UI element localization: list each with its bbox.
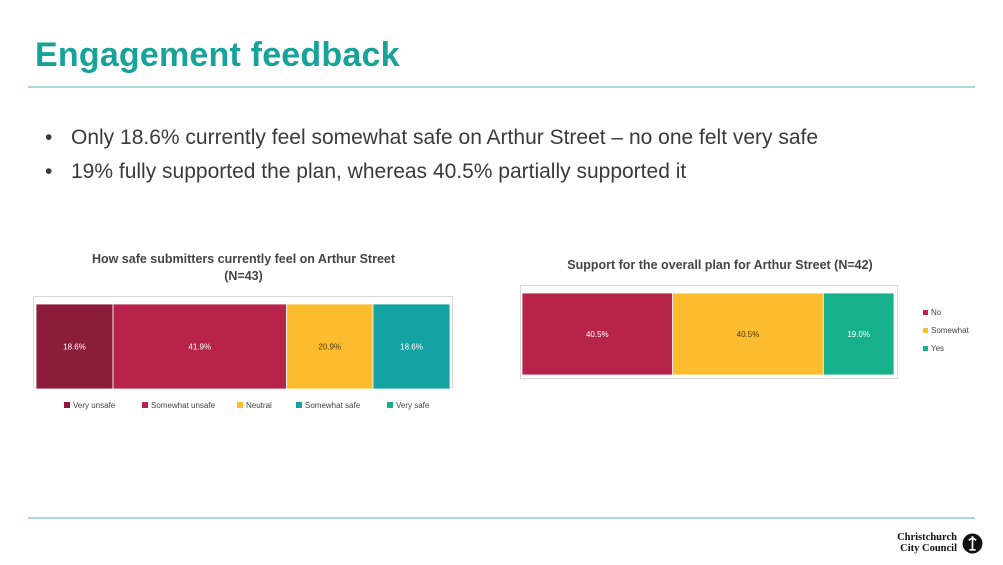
slide-title: Engagement feedback: [35, 36, 400, 74]
chart1-title-line2: (N=43): [224, 269, 263, 283]
chart2-title-line1: Support for the overall plan for Arthur …: [567, 258, 873, 272]
data-label: 18.6%: [63, 343, 86, 352]
legend-swatch: [296, 402, 302, 408]
legend-swatch: [387, 402, 393, 408]
bar-segment: [35, 303, 114, 390]
data-label: 18.6%: [400, 343, 423, 352]
chart2-frame: [520, 285, 898, 379]
chart1-title-line1: How safe submitters currently feel on Ar…: [91, 252, 396, 266]
chart1-title: How safe submitters currently feel on Ar…: [36, 251, 451, 285]
bar-segment: [521, 292, 674, 376]
legend-swatch: [923, 328, 928, 333]
legend-label: No: [931, 308, 942, 317]
legend-swatch: [142, 402, 148, 408]
legend-label: Neutral: [246, 401, 272, 410]
data-label: 40.5%: [737, 330, 760, 339]
legend-swatch: [923, 310, 928, 315]
legend-label: Very unsafe: [73, 401, 116, 410]
bullet-item: Only 18.6% currently feel somewhat safe …: [45, 121, 818, 155]
legend-label: Somewhat safe: [305, 401, 361, 410]
legend-swatch: [237, 402, 243, 408]
bullet-list: Only 18.6% currently feel somewhat safe …: [45, 121, 818, 189]
legend-label: Very safe: [396, 401, 430, 410]
title-divider: [28, 86, 975, 88]
bar-segment: [822, 292, 895, 376]
chart2-svg: 40.5% 40.5% 19.0% No Somewhat Yes: [521, 292, 970, 376]
bar-segment: [112, 303, 287, 390]
logo-text: Christchurch City Council: [897, 532, 957, 554]
data-label: 41.9%: [188, 343, 211, 352]
bullet-item: 19% fully supported the plan, whereas 40…: [45, 155, 818, 189]
christchurch-logo-icon: [962, 533, 983, 554]
chart2-title: Support for the overall plan for Arthur …: [520, 257, 920, 274]
data-label: 20.9%: [318, 343, 341, 352]
legend-label: Somewhat unsafe: [151, 401, 216, 410]
legend-label: Yes: [931, 344, 944, 353]
legend-swatch: [64, 402, 70, 408]
data-label: 40.5%: [586, 330, 609, 339]
logo-line2: City Council: [900, 543, 957, 554]
data-label: 19.0%: [847, 330, 870, 339]
legend-label: Somewhat: [931, 326, 970, 335]
logo-line1: Christchurch: [897, 532, 957, 543]
legend-swatch: [923, 346, 928, 351]
council-logo: Christchurch City Council: [893, 532, 983, 556]
chart1-svg: 18.6% 41.9% 20.9% 18.6% Very unsafe Somewhat …: [35, 303, 451, 410]
bar-segment: [672, 292, 824, 376]
footer-divider: [28, 517, 975, 519]
bar-segment: [372, 303, 451, 390]
